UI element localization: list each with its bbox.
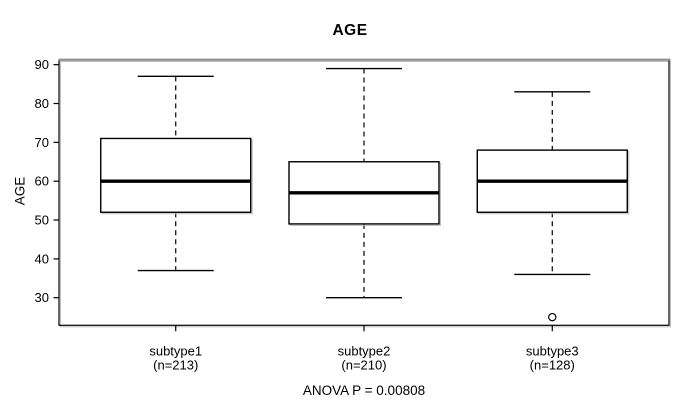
x-group-label: subtype1	[149, 343, 202, 358]
x-group-count-label: (n=128)	[530, 357, 575, 372]
x-group-label: subtype3	[526, 343, 579, 358]
box-subtype1	[100, 137, 252, 213]
y-tick-label: 60	[35, 174, 49, 189]
anova-p-note: ANOVA P = 0.00808	[302, 383, 426, 398]
outlier-point-subtype3	[548, 312, 557, 322]
chart-title: AGE	[332, 22, 368, 39]
y-tick-label: 70	[35, 135, 49, 150]
y-tick-label: 40	[35, 251, 49, 266]
y-tick-label: 50	[35, 213, 49, 228]
x-group-count-label: (n=210)	[341, 357, 386, 372]
y-tick-label: 80	[35, 96, 49, 111]
x-group-label: subtype2	[338, 343, 391, 358]
y-tick-label: 90	[35, 57, 49, 72]
plot-frame-shadow	[60, 61, 671, 328]
y-tick-label: 30	[35, 290, 49, 305]
x-group-count-label: (n=213)	[153, 357, 198, 372]
